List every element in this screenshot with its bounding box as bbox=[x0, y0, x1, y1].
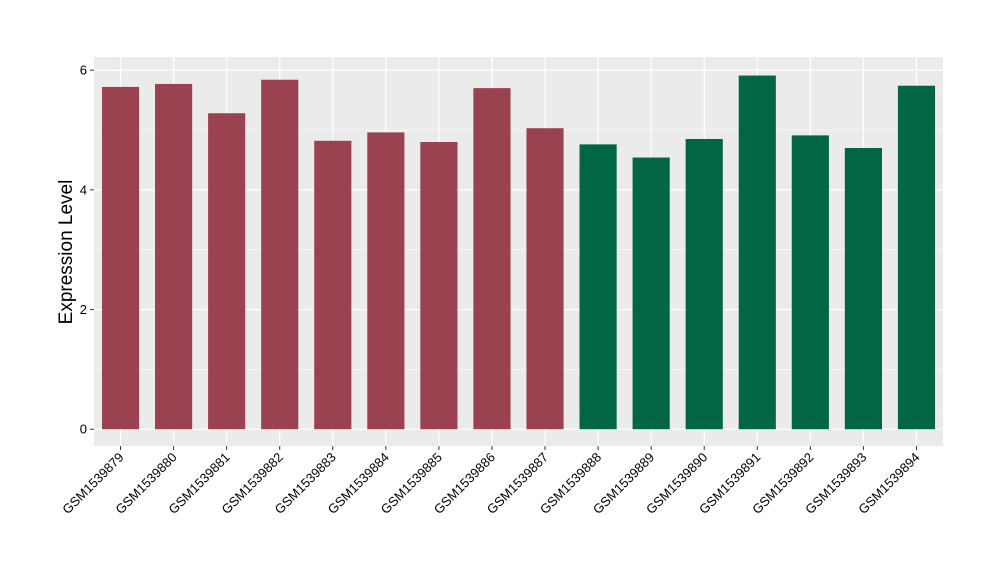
bar bbox=[420, 141, 458, 430]
bar bbox=[261, 79, 299, 430]
bar bbox=[579, 144, 617, 430]
bar bbox=[101, 86, 140, 430]
bar bbox=[897, 85, 936, 430]
y-tick-label: 0 bbox=[80, 422, 87, 437]
bar bbox=[208, 113, 246, 430]
bars bbox=[101, 75, 936, 430]
x-axis: GSM1539879GSM1539880GSM1539881GSM1539882… bbox=[59, 446, 923, 517]
y-axis-label: Expression Level bbox=[56, 180, 77, 325]
bar bbox=[155, 83, 193, 430]
y-axis: 0 2 4 6 bbox=[80, 63, 94, 437]
y-tick-label: 4 bbox=[80, 182, 87, 197]
bar bbox=[844, 147, 882, 430]
bar bbox=[473, 88, 511, 430]
bar bbox=[685, 138, 723, 430]
bar bbox=[526, 128, 564, 430]
bar bbox=[314, 140, 352, 430]
y-tick-label: 2 bbox=[80, 302, 87, 317]
bar bbox=[632, 157, 670, 430]
bar bbox=[738, 75, 776, 430]
bar bbox=[791, 135, 829, 430]
bar bbox=[367, 132, 405, 430]
y-tick-label: 6 bbox=[80, 63, 87, 78]
